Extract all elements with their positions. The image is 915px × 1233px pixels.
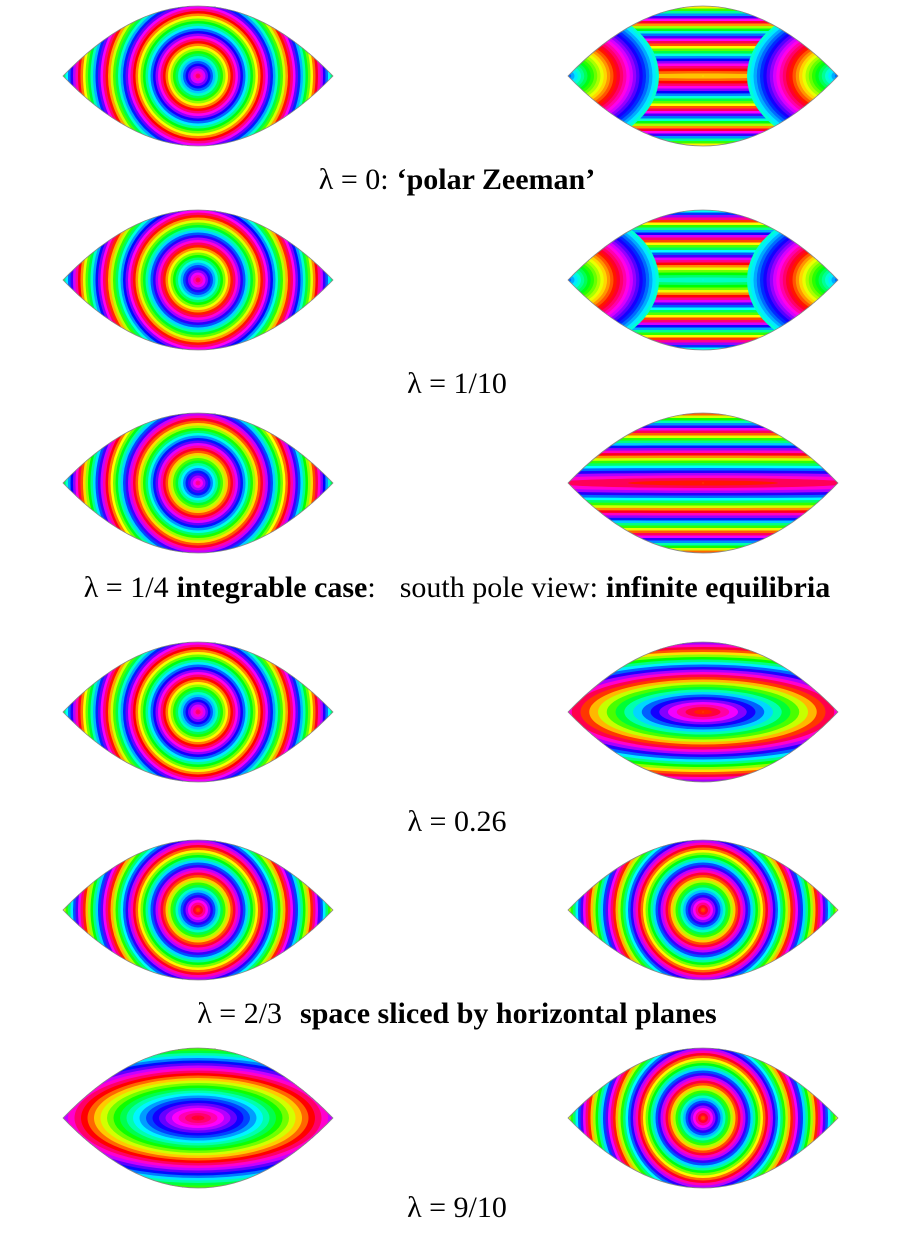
- lens-image: [0, 948, 640, 1233]
- ring: [703, 1118, 704, 1119]
- caption-text: south pole view:: [400, 571, 598, 604]
- caption-label: infinite equilibria: [606, 571, 830, 604]
- caption: λ = 2/3 space sliced by horizontal planes: [197, 997, 717, 1030]
- caption-math: λ = 2/3: [197, 997, 282, 1030]
- caption: λ = 9/10: [407, 1191, 507, 1224]
- caption-math: λ = 1/4: [84, 571, 169, 604]
- ring: [198, 483, 199, 484]
- figure: λ = 0:‘polar Zeeman’ λ = 1/10 λ = 1/4int…: [0, 0, 915, 1233]
- ring: [198, 910, 199, 911]
- ring: [703, 280, 704, 281]
- ring: [198, 76, 199, 77]
- caption: λ = 0:‘polar Zeeman’: [319, 163, 595, 196]
- caption: λ = 0.26: [408, 805, 507, 838]
- lens-image: [533, 948, 873, 1233]
- caption-label: space sliced by horizontal planes: [300, 997, 717, 1030]
- caption-text: :: [367, 571, 375, 604]
- caption-math: λ = 0:: [319, 163, 389, 196]
- ring: [198, 712, 199, 713]
- lens-image: [28, 0, 368, 246]
- caption-label: ‘polar Zeeman’: [397, 163, 596, 196]
- ring: [703, 76, 704, 77]
- caption-label: integrable case: [177, 571, 368, 604]
- caption-math: λ = 0.26: [408, 805, 507, 838]
- ring: [198, 280, 199, 281]
- ring: [198, 1118, 199, 1119]
- lens-image: [28, 110, 368, 450]
- ring: [703, 910, 704, 911]
- ring: [703, 712, 704, 713]
- caption-math: λ = 1/10: [407, 367, 507, 400]
- ring: [703, 483, 704, 484]
- caption-math: λ = 9/10: [407, 1191, 507, 1224]
- caption: λ = 1/10: [407, 367, 507, 400]
- page: λ = 0:‘polar Zeeman’ λ = 1/10 λ = 1/4int…: [0, 0, 915, 1233]
